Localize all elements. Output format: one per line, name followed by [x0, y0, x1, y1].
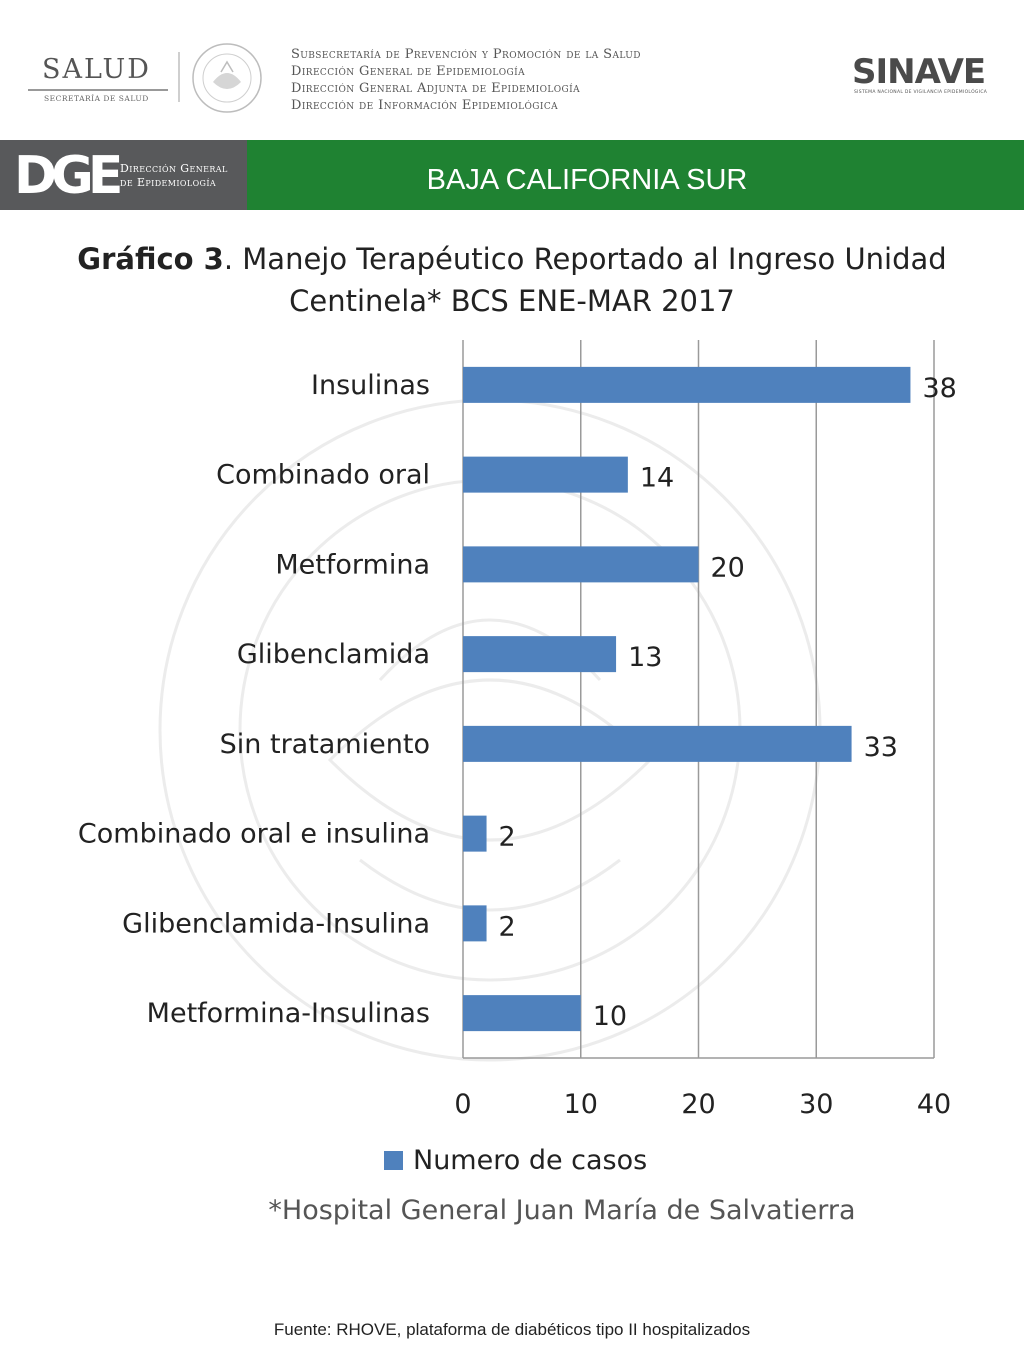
- salud-logo: SALUD SECRETARÍA DE SALUD: [28, 50, 168, 110]
- gov-line: Dirección de Información Epidemiológica: [291, 98, 559, 113]
- category-label: Sin tratamiento: [220, 729, 430, 760]
- sinave-logo-subtitle: SISTEMA NACIONAL DE VIGILANCIA EPIDEMIOL…: [854, 90, 988, 95]
- dge-label-line: de Epidemiología: [120, 176, 217, 189]
- x-tick-label: 10: [564, 1089, 598, 1120]
- data-label: 33: [864, 732, 898, 763]
- bar: [463, 636, 617, 673]
- dge-logo-text: DGE: [14, 146, 123, 206]
- gov-line: Dirección General de Epidemiología: [291, 64, 525, 79]
- data-label: 10: [593, 1001, 627, 1032]
- bar: [463, 815, 487, 852]
- data-label: 2: [499, 822, 516, 853]
- government-office-lines: Subsecretaría de Prevención y Promoción …: [291, 46, 641, 114]
- region-banner: DGE Dirección General de Epidemiología B…: [0, 140, 1024, 210]
- source-note: Fuente: RHOVE, plataforma de diabéticos …: [273, 1320, 751, 1339]
- bar: [463, 995, 581, 1032]
- data-label: 13: [628, 642, 662, 673]
- category-label: Combinado oral e insulina: [78, 819, 430, 850]
- page-header: SALUD SECRETARÍA DE SALUD Subsecretaría …: [0, 0, 1024, 140]
- sinave-logo: SINAVE SISTEMA NACIONAL DE VIGILANCIA EP…: [852, 52, 992, 100]
- data-label: 38: [922, 373, 956, 404]
- salud-logo-line: [28, 89, 168, 91]
- data-label: 14: [640, 463, 674, 494]
- x-tick-label: 30: [799, 1089, 833, 1120]
- chart-legend: Numero de casos: [384, 1140, 647, 1180]
- legend-label: Numero de casos: [413, 1144, 648, 1176]
- category-label: Metformina-Insulinas: [147, 998, 430, 1029]
- dge-logo-block: DGE Dirección General de Epidemiología: [0, 140, 247, 210]
- chart-footnote: *Hospital General Juan María de Salvatie…: [268, 1195, 856, 1226]
- category-label: Glibenclamida-Insulina: [122, 908, 430, 939]
- dge-logo-label: Dirección General de Epidemiología: [120, 162, 228, 190]
- region-title: BAJA CALIFORNIA SUR: [426, 164, 748, 196]
- category-label: Combinado oral: [216, 460, 430, 491]
- category-label: Glibenclamida: [237, 639, 430, 670]
- gov-line: Subsecretaría de Prevención y Promoción …: [291, 47, 641, 62]
- category-label: Metformina: [275, 549, 430, 580]
- bar: [463, 725, 852, 762]
- dge-label-line: Dirección General: [120, 162, 228, 175]
- x-tick-label: 40: [917, 1089, 951, 1120]
- national-seal-icon: [192, 43, 262, 113]
- bar: [463, 546, 699, 583]
- bar: [463, 456, 628, 493]
- header-divider: [178, 52, 180, 102]
- category-label: Insulinas: [311, 370, 430, 401]
- chart-title: Gráfico 3. Manejo Terapéutico Reportado …: [60, 238, 964, 322]
- data-label: 2: [499, 911, 516, 942]
- bar: [463, 366, 911, 403]
- bar: [463, 905, 487, 942]
- x-tick-label: 20: [681, 1089, 715, 1120]
- x-tick-label: 0: [454, 1089, 471, 1120]
- salud-logo-text: SALUD: [42, 54, 151, 85]
- chart-title-rest: . Manejo Terapéutico Reportado al Ingres…: [223, 242, 947, 318]
- chart-title-bold: Gráfico 3: [77, 242, 224, 276]
- region-title-block: BAJA CALIFORNIA SUR: [247, 140, 1024, 210]
- gov-line: Dirección General Adjunta de Epidemiolog…: [291, 81, 580, 96]
- salud-logo-subtitle: SECRETARÍA DE SALUD: [44, 94, 149, 103]
- legend-swatch: [384, 1150, 403, 1170]
- sinave-logo-text: SINAVE: [852, 52, 986, 92]
- data-label: 20: [711, 552, 745, 583]
